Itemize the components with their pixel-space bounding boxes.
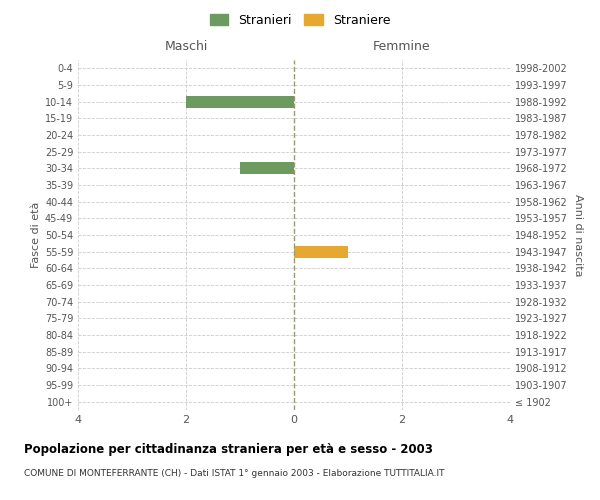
- Bar: [240, 162, 294, 174]
- Legend: Stranieri, Straniere: Stranieri, Straniere: [205, 8, 395, 32]
- Bar: [186, 96, 294, 108]
- Y-axis label: Fasce di età: Fasce di età: [31, 202, 41, 268]
- Bar: [294, 246, 348, 258]
- Text: COMUNE DI MONTEFERRANTE (CH) - Dati ISTAT 1° gennaio 2003 - Elaborazione TUTTITA: COMUNE DI MONTEFERRANTE (CH) - Dati ISTA…: [24, 469, 445, 478]
- Text: Popolazione per cittadinanza straniera per età e sesso - 2003: Popolazione per cittadinanza straniera p…: [24, 442, 433, 456]
- Text: Maschi: Maschi: [164, 40, 208, 52]
- Text: Femmine: Femmine: [373, 40, 431, 52]
- Y-axis label: Anni di nascita: Anni di nascita: [573, 194, 583, 276]
